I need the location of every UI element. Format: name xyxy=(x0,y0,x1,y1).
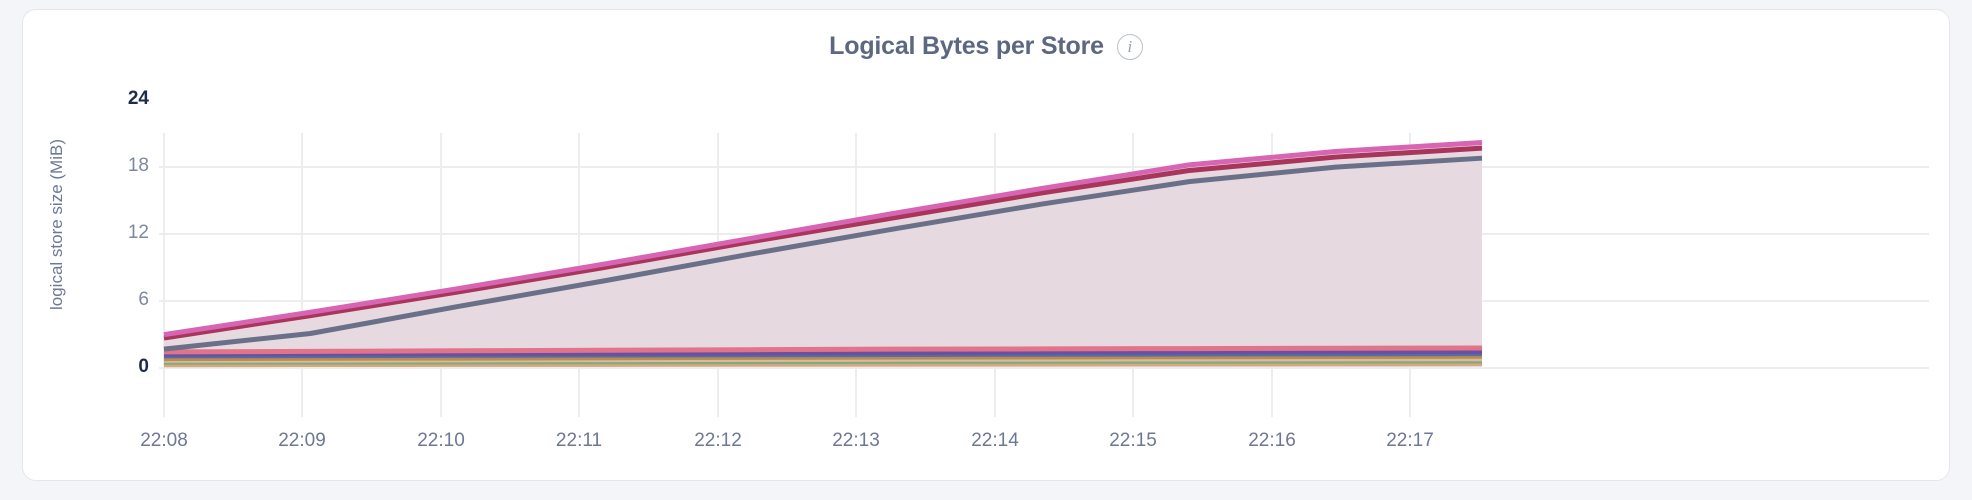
series-line-store-2 xyxy=(163,145,1483,341)
chart-header: Logical Bytes per Store i xyxy=(23,32,1949,61)
gridline-h-0 xyxy=(159,367,1929,369)
x-tick-2211: 22:11 xyxy=(555,430,603,451)
gridline-v-2 xyxy=(440,133,442,417)
y-tick-24: 24 xyxy=(127,88,149,109)
x-tick-2209: 22:09 xyxy=(278,430,326,451)
x-tick-2210: 22:10 xyxy=(417,430,465,451)
y-tick-0: 0 xyxy=(138,356,149,377)
area-fill xyxy=(164,142,1482,367)
gridline-v-1 xyxy=(301,133,303,417)
y-tick-12: 12 xyxy=(127,222,149,243)
y-tick-18: 18 xyxy=(127,155,149,176)
chart-card: Logical Bytes per Store i logical store … xyxy=(22,9,1950,481)
series-line-store-4 xyxy=(163,345,1483,355)
gridline-h-18 xyxy=(159,166,1929,168)
info-icon[interactable]: i xyxy=(1116,33,1143,60)
x-tick-2212: 22:12 xyxy=(694,430,742,451)
chart-plot-svg xyxy=(163,140,1483,368)
x-tick-2217: 22:17 xyxy=(1386,430,1434,451)
series-line-store-1 xyxy=(163,140,1483,338)
y-tick-6: 6 xyxy=(138,289,149,310)
x-tick-2208: 22:08 xyxy=(140,430,188,451)
series-line-store-5 xyxy=(163,348,1483,357)
gridline-v-0 xyxy=(163,133,165,417)
series-line-store-7 xyxy=(163,353,1483,362)
series-line-store-3 xyxy=(163,155,1483,352)
x-tick-2216: 22:16 xyxy=(1248,430,1296,451)
plot-area: logical store size (MiB) 24 18 12 6 0 22… xyxy=(23,10,1949,480)
y-axis-ticks: 24 18 12 6 0 xyxy=(83,10,149,480)
x-tick-2213: 22:13 xyxy=(832,430,880,451)
page-title: Logical Bytes per Store xyxy=(829,32,1104,60)
x-tick-2214: 22:14 xyxy=(971,430,1019,451)
x-tick-2215: 22:15 xyxy=(1109,430,1157,451)
